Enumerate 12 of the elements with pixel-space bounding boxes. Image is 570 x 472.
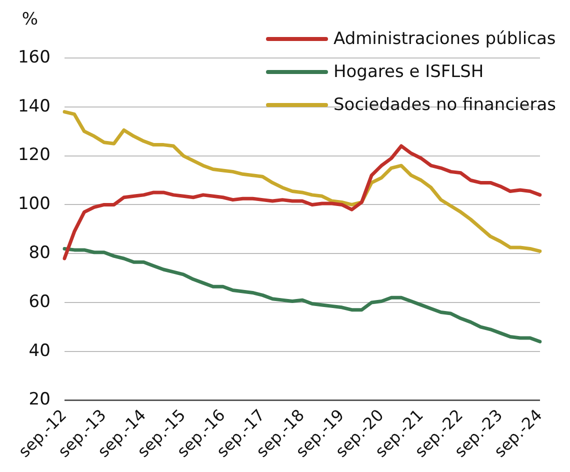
legend-label: Sociedades no financieras <box>334 94 556 114</box>
y-tick-label: 120 <box>18 145 50 166</box>
legend-label: Administraciones públicas <box>334 28 556 48</box>
y-tick-label: 20 <box>28 390 50 410</box>
y-tick-label: 100 <box>18 194 50 214</box>
y-tick-label: 160 <box>18 47 50 68</box>
y-axis-title: % <box>22 9 38 30</box>
y-tick-label: 80 <box>28 243 50 264</box>
y-tick-label: 60 <box>28 292 50 312</box>
legend-label: Hogares e ISFLSH <box>334 62 484 82</box>
y-tick-label: 140 <box>18 96 50 116</box>
y-tick-label: 40 <box>28 340 50 361</box>
